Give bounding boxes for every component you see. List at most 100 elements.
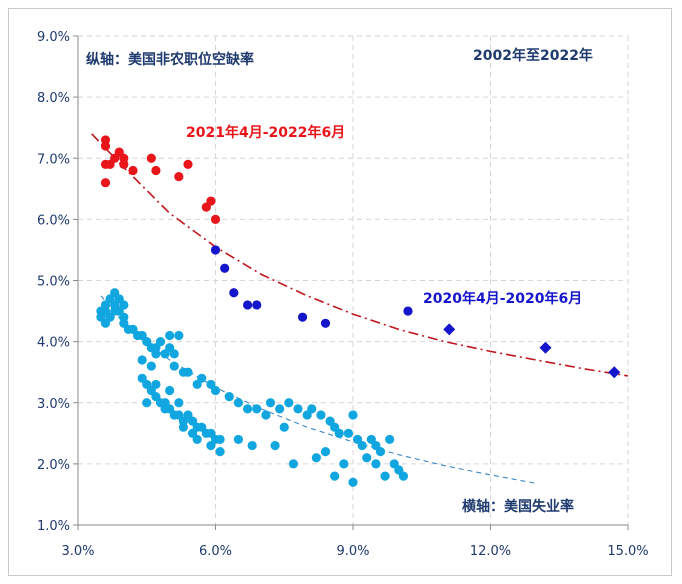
data-point xyxy=(330,471,340,481)
data-point xyxy=(206,440,216,451)
grid-lines xyxy=(78,35,629,525)
data-point xyxy=(348,477,358,487)
y-tick-label: 1.0% xyxy=(37,519,70,534)
data-point xyxy=(334,428,344,438)
data-point xyxy=(229,288,239,298)
data-point xyxy=(146,153,156,163)
data-point xyxy=(279,422,289,432)
trendline xyxy=(91,133,629,377)
data-points xyxy=(96,135,621,487)
data-point xyxy=(183,367,193,377)
data-point xyxy=(174,171,184,182)
data-point xyxy=(320,447,331,457)
data-point xyxy=(220,263,230,273)
data-point xyxy=(242,300,253,310)
y-tick-label: 6.0% xyxy=(37,213,70,228)
data-point xyxy=(270,440,280,451)
tick-labels: 1.0% 2.0% 3.0% 4.0% 5.0% 6.0% 7.0% 8.0% 9.0% 3.0%… xyxy=(37,30,649,559)
data-point xyxy=(242,404,253,414)
x-tick-label: 12.0% xyxy=(470,544,511,559)
x-tick-label: 9.0% xyxy=(336,544,369,559)
data-point xyxy=(343,428,354,438)
x-axis-title: 横轴：美国失业率 xyxy=(462,498,574,515)
data-point xyxy=(233,434,244,445)
data-point xyxy=(307,404,317,414)
data-point-diamond xyxy=(443,323,456,336)
data-point xyxy=(375,447,386,457)
trendlines xyxy=(91,133,629,484)
data-point xyxy=(215,434,225,445)
data-point xyxy=(197,373,207,383)
data-point xyxy=(293,404,303,414)
data-point xyxy=(137,355,147,365)
data-point xyxy=(215,447,225,457)
data-point xyxy=(233,398,244,408)
data-point xyxy=(403,306,413,316)
data-point xyxy=(169,349,179,359)
data-point xyxy=(311,453,321,463)
data-point xyxy=(174,398,184,408)
data-point xyxy=(151,165,161,176)
data-point xyxy=(261,410,271,420)
data-point xyxy=(165,385,175,396)
data-point xyxy=(357,440,367,451)
data-point xyxy=(288,459,299,469)
y-tick-label: 2.0% xyxy=(37,458,70,473)
data-point xyxy=(119,159,129,169)
data-point xyxy=(119,300,129,310)
data-point xyxy=(146,361,156,371)
x-tick-label: 6.0% xyxy=(199,544,232,559)
data-point xyxy=(151,349,161,359)
y-tick-label: 4.0% xyxy=(37,336,70,351)
y-tick-label: 8.0% xyxy=(37,91,70,106)
data-point xyxy=(128,165,138,176)
data-point-diamond xyxy=(608,366,621,379)
annotation-red-period: 2021年4月-2022年6月 xyxy=(186,124,345,141)
data-point xyxy=(316,410,326,420)
data-point xyxy=(210,385,221,396)
data-point xyxy=(187,428,198,438)
data-point xyxy=(169,361,179,371)
data-point xyxy=(385,434,395,445)
data-point xyxy=(284,398,294,408)
data-point xyxy=(348,410,358,420)
data-point xyxy=(252,300,262,310)
data-point xyxy=(247,440,257,451)
y-tick-label: 7.0% xyxy=(37,152,70,167)
y-tick-label: 9.0% xyxy=(37,30,70,45)
data-point xyxy=(252,404,262,414)
data-point xyxy=(174,330,184,341)
data-point xyxy=(398,471,409,481)
data-point xyxy=(380,471,390,481)
data-point xyxy=(297,312,308,322)
data-point-diamond xyxy=(539,341,552,354)
y-axis-title: 纵轴：美国非农职位空缺率 xyxy=(86,51,254,68)
data-point xyxy=(210,245,221,255)
chart-title: 2002年至2022年 xyxy=(473,47,593,64)
data-point xyxy=(371,459,381,469)
data-point xyxy=(210,214,221,224)
data-point xyxy=(362,453,372,463)
data-point xyxy=(183,159,193,169)
data-point xyxy=(151,379,161,390)
x-tick-label: 3.0% xyxy=(61,544,94,559)
annotation-blue-period: 2020年4月-2020年6月 xyxy=(423,290,582,307)
data-point xyxy=(165,330,175,341)
data-point xyxy=(224,392,234,402)
axes xyxy=(73,35,629,530)
data-point xyxy=(206,196,216,206)
y-tick-label: 3.0% xyxy=(37,397,70,412)
data-point xyxy=(100,178,111,188)
chart-frame xyxy=(8,8,672,576)
data-point xyxy=(178,422,189,432)
data-point xyxy=(100,141,111,151)
data-point xyxy=(320,318,331,328)
data-point xyxy=(155,337,166,347)
data-point xyxy=(275,404,285,414)
data-point xyxy=(265,398,276,408)
x-tick-label: 15.0% xyxy=(607,544,648,559)
data-point xyxy=(142,398,152,408)
y-tick-label: 5.0% xyxy=(37,275,70,290)
data-point xyxy=(339,459,349,469)
